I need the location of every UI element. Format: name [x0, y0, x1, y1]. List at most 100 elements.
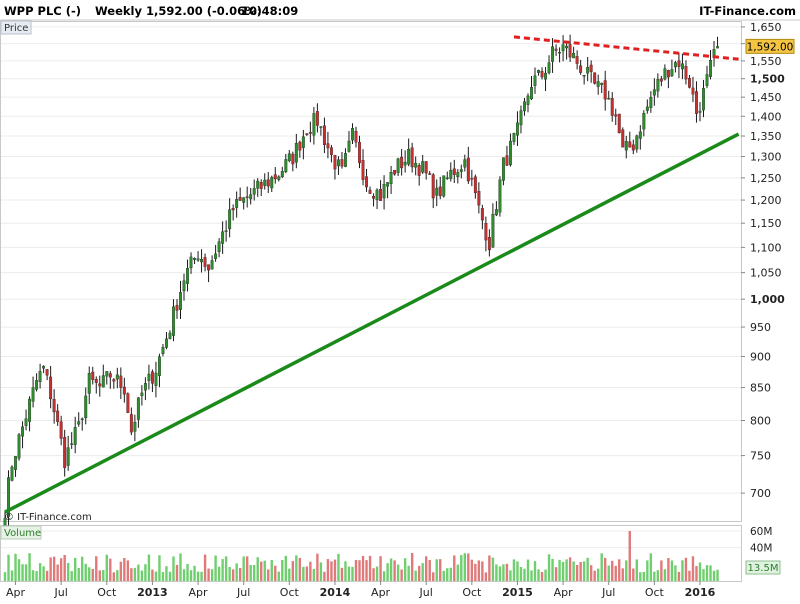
- price-tick-label: 1,250: [750, 172, 782, 185]
- volume-bar: [224, 556, 228, 581]
- volume-bar: [242, 556, 245, 581]
- volume-bar: [474, 563, 477, 581]
- volume-bar: [7, 554, 10, 581]
- volume-bar: [291, 561, 295, 581]
- candle-body: [42, 365, 46, 369]
- volume-bar: [45, 570, 49, 581]
- candle-body: [452, 168, 456, 175]
- candle-body: [688, 77, 691, 88]
- volume-bar: [116, 570, 119, 581]
- candle-body: [168, 332, 172, 339]
- volume-bar: [361, 556, 365, 581]
- price-label: Price: [4, 23, 28, 34]
- candle-body: [663, 68, 667, 80]
- volume-bar: [95, 556, 98, 581]
- volume-bar: [253, 564, 256, 581]
- volume-bar: [670, 560, 674, 581]
- candle-body: [519, 110, 523, 126]
- volume-bar: [203, 554, 207, 581]
- time-tick-label: Jul: [54, 586, 68, 599]
- price-tick-label: 1,450: [750, 91, 782, 104]
- candle-body: [424, 161, 428, 174]
- candle-body: [607, 98, 611, 100]
- volume-bar: [414, 570, 417, 581]
- candle-body: [572, 52, 576, 59]
- volume-bar: [200, 571, 203, 581]
- volume-bar: [667, 558, 670, 581]
- volume-bar: [702, 569, 705, 581]
- volume-bar: [709, 565, 712, 581]
- volume-bar: [133, 567, 137, 581]
- candle-body: [530, 87, 533, 100]
- volume-bar: [660, 560, 663, 581]
- volume-bar: [98, 570, 101, 581]
- volume-bar: [523, 568, 526, 581]
- candle-body: [91, 371, 95, 380]
- volume-grid: [1, 530, 741, 549]
- candle-body: [438, 186, 442, 197]
- candle-body: [105, 371, 109, 377]
- time-tick-label: 2016: [685, 586, 716, 599]
- price-panel-frame: [0, 21, 742, 522]
- volume-bar: [375, 566, 379, 581]
- candle-body: [445, 177, 449, 179]
- time-tick-label: Jul: [236, 586, 250, 599]
- candle-body: [544, 72, 547, 80]
- volume-bar: [533, 561, 537, 581]
- volume-bar: [151, 569, 154, 581]
- volume-bar: [347, 566, 351, 581]
- candle-body: [414, 162, 418, 168]
- candle-body: [66, 447, 70, 466]
- candle-body: [305, 133, 309, 135]
- header-brand: IT-Finance.com: [699, 4, 796, 18]
- candle-body: [207, 264, 211, 271]
- volume-bar: [449, 567, 452, 581]
- price-tick-label: 950: [750, 321, 771, 334]
- volume-bar: [123, 557, 126, 581]
- volume-bar: [42, 566, 45, 581]
- volume-bar: [460, 555, 463, 581]
- last-price-tag-box: [745, 38, 795, 54]
- volume-bar: [407, 565, 410, 581]
- volume-bar: [256, 557, 259, 581]
- volume-bar: [484, 572, 488, 581]
- volume-bar: [70, 571, 73, 581]
- volume-bar: [389, 558, 393, 581]
- volume-bar: [179, 553, 182, 581]
- candle-body: [98, 383, 102, 387]
- volume-bar: [81, 556, 84, 581]
- price-tick-label: 750: [750, 450, 771, 463]
- volume-bar: [63, 554, 66, 581]
- volume-bar: [498, 566, 502, 581]
- candle-body: [203, 257, 207, 267]
- volume-bar: [677, 571, 681, 581]
- candle-body: [459, 169, 463, 172]
- candle-body: [498, 179, 502, 213]
- volume-bar: [400, 569, 403, 581]
- candle-body: [200, 258, 204, 263]
- candle-body: [24, 418, 28, 426]
- price-tick-label: 1,350: [750, 130, 782, 143]
- volume-bar: [281, 559, 284, 581]
- volume-bar: [238, 568, 242, 581]
- candle-body: [501, 157, 505, 181]
- volume-bar: [326, 559, 330, 581]
- candle-body: [547, 62, 551, 74]
- candle-body: [228, 209, 232, 230]
- price-tick-label: 1,300: [750, 151, 782, 164]
- volume-bar: [639, 572, 642, 581]
- candle-body: [10, 466, 14, 481]
- price-grid: [1, 26, 741, 494]
- candle-body: [235, 199, 239, 208]
- candle-body: [600, 82, 604, 85]
- volume-bar: [105, 554, 108, 581]
- volume-current-tag: 13.5M: [745, 560, 781, 575]
- candle-body: [245, 196, 249, 198]
- price-tick-label: 1,200: [750, 194, 782, 207]
- candle-body: [301, 136, 305, 148]
- volume-bar: [705, 565, 709, 581]
- volume-bar: [428, 559, 431, 581]
- candle-body: [372, 196, 375, 199]
